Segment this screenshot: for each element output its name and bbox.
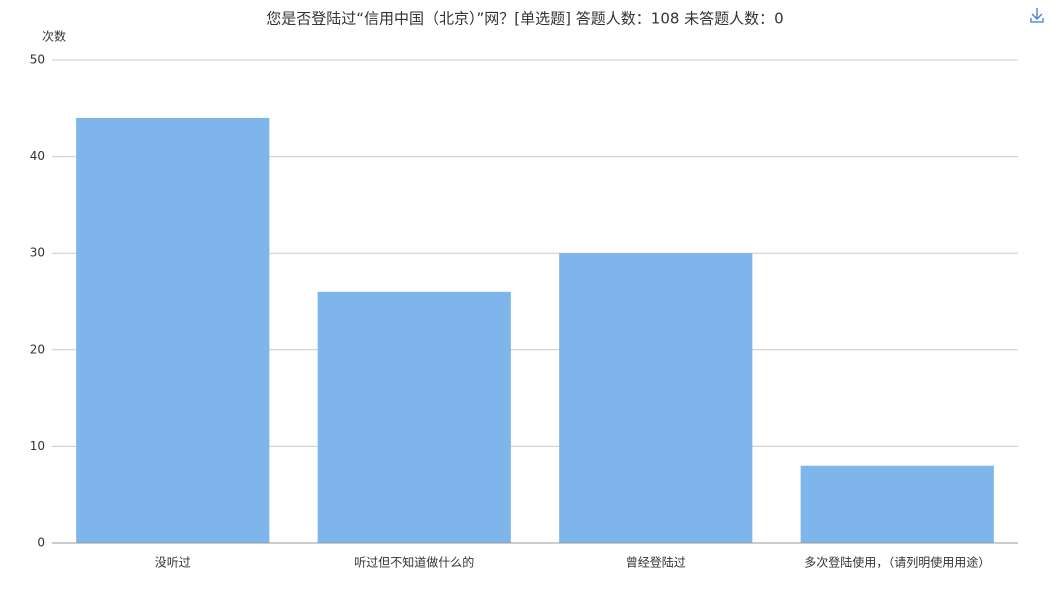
x-tick-label: 多次登陆使用，（请列明使用用途） (804, 555, 990, 570)
bar (559, 253, 753, 543)
x-tick-label: 听过但不知道做什么的 (354, 555, 474, 570)
download-button[interactable] (1030, 8, 1044, 23)
chart-title: 您是否登陆过“信用中国（北京）”网？[单选题] 答题人数：108 未答题人数：0 (266, 10, 783, 28)
y-tick-label: 0 (37, 536, 45, 550)
x-tick-label: 没听过 (155, 555, 191, 570)
y-tick-label: 20 (30, 342, 45, 356)
bar (76, 117, 270, 544)
y-tick-label: 50 (30, 53, 45, 67)
y-axis-label: 次数 (42, 29, 66, 44)
x-tick-label: 曾经登陆过 (626, 555, 686, 570)
y-tick-label: 40 (30, 149, 45, 163)
download-icon[interactable] (1030, 8, 1044, 23)
bar (800, 465, 994, 543)
y-tick-label: 10 (30, 439, 45, 453)
y-tick-label: 30 (30, 246, 45, 260)
bar (317, 291, 511, 543)
